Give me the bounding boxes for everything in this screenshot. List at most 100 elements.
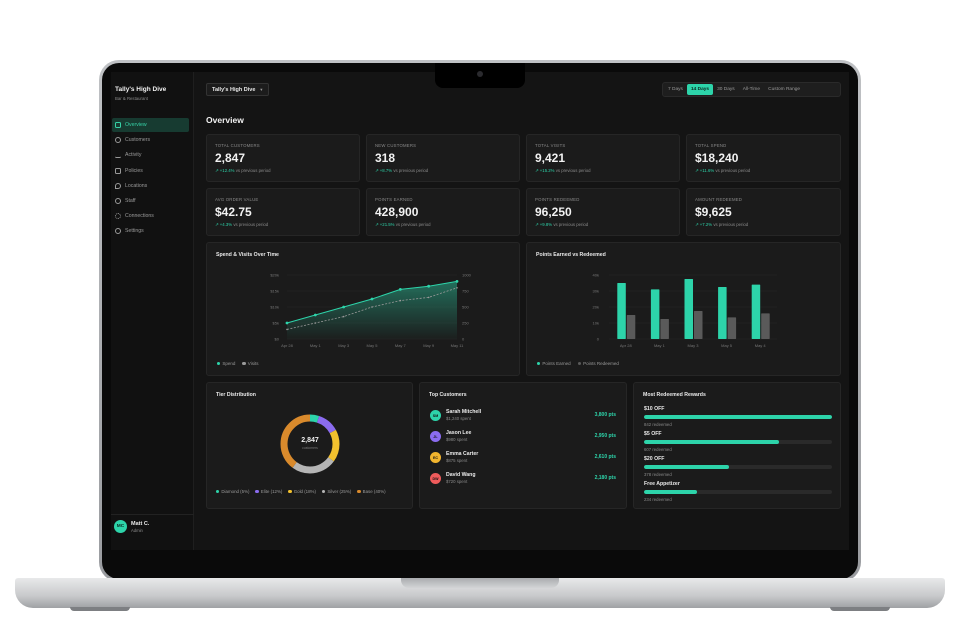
reward-bar-track — [644, 490, 832, 494]
sidebar-item-connections[interactable]: Connections — [112, 209, 189, 223]
stat-delta: ↗ +4.3% vs previous period — [215, 222, 268, 228]
y-tick-label: 20k — [593, 305, 599, 310]
trend-up-icon: ↗ — [375, 168, 380, 173]
sidebar-item-staff[interactable]: Staff — [112, 194, 189, 208]
card-title: Top Customers — [429, 392, 467, 398]
legend-item: Elite (12%) — [255, 489, 282, 494]
tier-donut-chart — [280, 414, 340, 474]
stat-value: 2,847 — [215, 151, 246, 165]
visits-point — [456, 287, 458, 289]
stat-delta-value: +11.6% — [699, 168, 715, 173]
reward-name: $20 OFF — [644, 456, 665, 462]
reward-count: 234 redeemed — [644, 496, 672, 502]
list-item[interactable]: JL Jason Lee $980 spent 2,950 pts — [430, 429, 616, 447]
stat-delta: ↗ +11.6% vs previous period — [695, 168, 750, 174]
range-14-days[interactable]: 14 Days — [686, 84, 714, 95]
list-item[interactable]: SM Sarah Mitchell $1,240 spent 3,800 pts — [430, 408, 616, 426]
legend-dot — [216, 489, 220, 494]
legend-dot — [577, 361, 582, 366]
spend-visits-chart: $0 $5k $10k $15k $20k 0 250 500 750 1000 Apr 28 May… — [270, 273, 471, 349]
avatar: MC — [114, 520, 127, 533]
x-tick-label: Apr 28 — [281, 343, 294, 348]
stat-delta-value: +8.7% — [379, 168, 393, 173]
user-profile[interactable]: MC Matt C. Admin — [114, 520, 149, 533]
stat-delta-note: vs previous period — [395, 222, 431, 227]
x-tick-label: May 5 — [367, 343, 379, 348]
rewards-card: Most Redeemed Rewards $10 OFF 842 redeem… — [633, 382, 841, 509]
trend-up-icon: ↗ — [215, 222, 220, 227]
sidebar-item-locations[interactable]: Locations — [112, 179, 189, 193]
x-tick-label: May 1 — [310, 343, 322, 348]
trackpad-groove — [401, 578, 559, 588]
gear-icon — [115, 228, 121, 235]
stat-card-amount-redeemed: AMOUNT REDEEMED $9,625 ↗ +7.2% vs previo… — [686, 188, 841, 236]
venue-selector-label: Tally's High Dive — [212, 86, 256, 93]
stat-delta-note: vs previous period — [555, 168, 591, 173]
sidebar-item-overview[interactable]: Overview — [112, 118, 189, 132]
stat-delta: ↗ +7.2% vs previous period — [695, 222, 748, 228]
stat-value: 96,250 — [535, 205, 572, 219]
reward-item: $20 OFF 378 redeemed — [644, 456, 832, 477]
stat-value: 9,421 — [535, 151, 566, 165]
sidebar-item-activity[interactable]: Activity — [112, 148, 189, 162]
stat-delta-value: +12.4% — [219, 168, 235, 173]
y-tick-label: 30k — [593, 289, 599, 294]
reward-count: 842 redeemed — [644, 421, 672, 427]
stat-delta-value: +9.8% — [539, 222, 553, 227]
stat-delta-value: +4.3% — [219, 222, 233, 227]
date-range-selector: 7 Days 14 Days 30 Days All-Time Custom R… — [662, 82, 841, 97]
spend-point — [455, 280, 459, 283]
points-chart: 0 10k 20k 30k 40k Apr 28 May 1 May 3 May 5 May 4 — [593, 273, 777, 348]
customer-points: 2,180 pts — [594, 475, 616, 481]
laptop-foot — [830, 607, 890, 611]
sidebar-item-policies[interactable]: Policies — [112, 164, 189, 178]
legend-item: Points Redeemed — [577, 361, 619, 366]
customer-points: 2,610 pts — [594, 454, 616, 460]
spend-point — [313, 313, 317, 317]
sidebar-nav: Overview Customers Activity Policies Loc… — [112, 118, 189, 240]
stat-card-new-customers: NEW CUSTOMERS 318 ↗ +8.7% vs previous pe… — [366, 134, 520, 182]
customer-spent: $980 spent — [446, 437, 468, 442]
donut-slice — [280, 414, 340, 474]
visits-point — [371, 306, 373, 308]
donut-center-value: 2,847 — [301, 437, 319, 444]
x-tick-label: May 3 — [338, 343, 350, 348]
chart-legend: Diamond (5%) Elite (12%) Gold (18%) Silv… — [216, 489, 386, 494]
customer-name: David Wang — [446, 472, 476, 478]
sidebar-item-settings[interactable]: Settings — [112, 224, 189, 238]
legend-label: Base (40%) — [362, 489, 386, 494]
range-all-time[interactable]: All-Time — [742, 87, 761, 92]
y2-tick-label: 0 — [462, 337, 465, 342]
avatar: DW — [430, 473, 441, 484]
stat-label: TOTAL VISITS — [535, 143, 566, 148]
legend-label: Diamond (5%) — [221, 489, 250, 494]
stat-delta-value: +15.2% — [539, 168, 555, 173]
bar-points-redeemed — [727, 317, 737, 339]
x-tick-label: May 4 — [755, 343, 767, 348]
y-tick-label: 0 — [597, 337, 600, 342]
app-screen: Tally's High Dive Bar & Restaurant Overv… — [111, 72, 849, 550]
camera-icon — [477, 71, 483, 77]
sidebar-item-customers[interactable]: Customers — [112, 133, 189, 147]
legend-dot — [242, 361, 246, 366]
range-30-days[interactable]: 30 Days — [717, 87, 735, 92]
reward-name: Free Appetizer — [644, 481, 680, 487]
list-item[interactable]: EC Emma Carter $875 spent 2,610 pts — [430, 450, 616, 468]
chart-title: Spend & Visits Over Time — [216, 252, 279, 258]
stat-delta-note: vs previous period — [235, 168, 271, 173]
stat-delta: ↗ +21.5% vs previous period — [375, 222, 431, 228]
y2-tick-label: 500 — [462, 305, 469, 310]
stat-delta: ↗ +15.2% vs previous period — [535, 168, 591, 174]
legend-label: Points Earned — [542, 361, 571, 366]
sidebar-item-label: Connections — [125, 213, 154, 220]
chart-legend: Spend Visits — [217, 361, 265, 366]
range-custom[interactable]: Custom Range — [768, 87, 801, 92]
reward-item: $5 OFF 607 redeemed — [644, 431, 832, 452]
venue-selector[interactable]: Tally's High Dive ▼ — [206, 83, 270, 96]
list-item[interactable]: DW David Wang $720 spent 2,180 pts — [430, 471, 616, 489]
reward-bar-fill — [644, 490, 697, 494]
grid-icon — [115, 122, 121, 128]
range-7-days[interactable]: 7 Days — [668, 87, 683, 92]
stat-value: $18,240 — [695, 151, 739, 165]
